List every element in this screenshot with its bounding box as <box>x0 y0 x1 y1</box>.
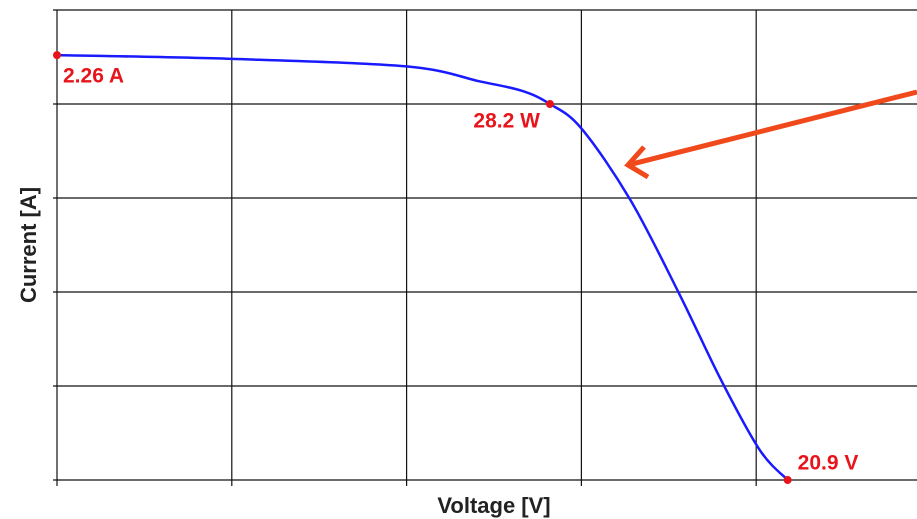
marker-point <box>53 51 61 60</box>
marker-label: 20.9 V <box>798 452 859 475</box>
marker-point <box>545 100 554 108</box>
arrow-shaft <box>631 89 917 167</box>
x-axis-label: Voltage [V] <box>437 493 550 518</box>
arrow <box>624 89 917 180</box>
y-axis-label: Current [A] <box>16 187 41 303</box>
marker-point <box>783 476 792 484</box>
arrow-head <box>624 145 650 180</box>
iv-curve <box>56 53 789 481</box>
marker-label: 2.26 A <box>63 65 124 88</box>
marker-label: 28.2 W <box>473 110 540 133</box>
plot-area: 2.26 A 28.2 W 20.9 V <box>53 9 917 486</box>
